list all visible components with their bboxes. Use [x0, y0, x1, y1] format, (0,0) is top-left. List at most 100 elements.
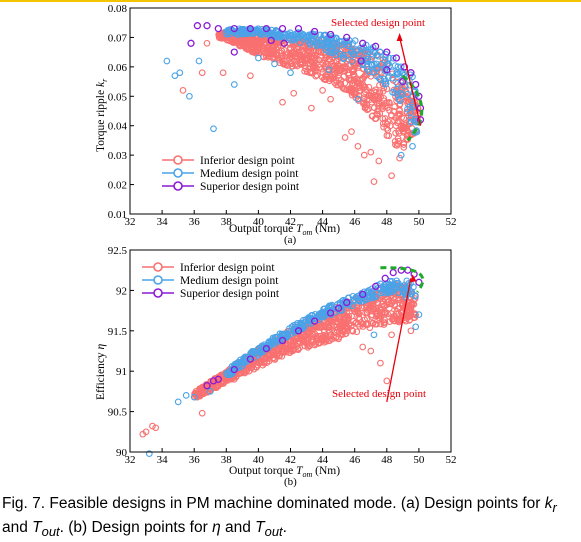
data-point [389, 268, 397, 277]
data-point [289, 34, 297, 42]
data-point [247, 72, 254, 80]
legend-marker-1 [173, 168, 183, 178]
data-point [237, 356, 244, 364]
data-point [320, 313, 328, 321]
data-point [182, 392, 190, 399]
data-point [255, 344, 263, 352]
data-point [345, 321, 353, 328]
data-point [391, 62, 399, 69]
data-point [357, 57, 365, 65]
selection-arrow [386, 278, 412, 403]
data-point [194, 389, 202, 397]
y-tick-label: 0.05 [108, 91, 128, 103]
data-point [312, 38, 319, 46]
data-point [400, 144, 408, 151]
data-point [378, 103, 386, 111]
data-point [409, 142, 416, 150]
chart-b-annotation: Selected design point [332, 388, 426, 400]
data-point [270, 338, 277, 346]
data-point [392, 54, 401, 62]
data-point [415, 311, 423, 318]
chart-b-ylabel: Efficiency η [95, 343, 107, 400]
data-point [246, 355, 255, 363]
data-point [401, 316, 408, 323]
data-point [254, 25, 262, 33]
data-point [145, 450, 153, 457]
data-point [254, 358, 262, 365]
data-point [401, 124, 409, 131]
data-point [305, 31, 313, 39]
x-tick-label: 50 [413, 454, 425, 466]
data-point [304, 341, 311, 349]
data-point [288, 62, 296, 70]
data-point [290, 322, 297, 329]
data-point [274, 350, 281, 357]
data-point [377, 76, 385, 84]
data-point [392, 129, 399, 137]
data-point [266, 50, 274, 58]
x-tick-label: 36 [189, 454, 201, 466]
y-tick-label: 0.08 [108, 3, 128, 15]
data-point [312, 72, 320, 80]
legend-marker-1 [153, 275, 163, 285]
data-point [328, 326, 336, 333]
data-point [358, 304, 366, 312]
chart-b-panel-label: (b) [284, 476, 297, 488]
legend-label-2: Superior design point [180, 288, 280, 300]
data-point [376, 311, 384, 318]
data-point [370, 331, 378, 339]
data-point [379, 120, 387, 127]
data-point [171, 72, 179, 80]
data-point [149, 422, 156, 430]
data-point [409, 73, 416, 81]
data-point [361, 316, 368, 324]
data-point [375, 157, 383, 165]
legend-label-0: Inferior design point [200, 155, 295, 167]
chart-a-panel-label: (a) [284, 234, 297, 246]
data-point [345, 87, 353, 94]
y-tick-label: 0.02 [108, 180, 127, 192]
data-point [224, 371, 231, 379]
data-point [399, 287, 407, 294]
data-point [406, 311, 414, 319]
data-point [371, 282, 380, 291]
data-point [394, 140, 402, 147]
data-point [291, 53, 299, 61]
data-point [311, 51, 319, 59]
x-tick-label: 34 [157, 454, 169, 466]
data-point [198, 409, 206, 417]
data-point [320, 75, 328, 83]
y-tick-label: 92 [116, 285, 127, 297]
data-point [207, 378, 214, 385]
data-point [350, 59, 358, 67]
data-point [367, 89, 375, 97]
data-point [393, 85, 400, 93]
x-tick-label: 34 [157, 216, 169, 228]
data-point [393, 307, 401, 315]
y-tick-label: 0.07 [108, 32, 128, 44]
data-point [399, 77, 407, 86]
data-point [242, 43, 249, 51]
data-point [330, 322, 338, 329]
data-point [388, 331, 395, 339]
data-point [395, 129, 403, 137]
data-point [371, 104, 378, 112]
data-point [267, 53, 274, 60]
data-point [270, 354, 278, 362]
data-point [333, 81, 340, 89]
data-point [229, 37, 237, 45]
data-point [383, 377, 391, 385]
data-point [332, 63, 340, 71]
data-point [280, 39, 288, 47]
chart-a-points-layer [163, 22, 425, 185]
data-point [152, 424, 160, 432]
x-tick-label: 42 [285, 216, 296, 228]
legend-marker-2 [153, 288, 163, 298]
data-point [366, 324, 374, 332]
data-point [316, 320, 324, 328]
data-point [351, 37, 359, 44]
data-point [397, 151, 405, 159]
data-point [267, 36, 275, 45]
data-point [353, 328, 361, 336]
data-point [381, 274, 389, 282]
